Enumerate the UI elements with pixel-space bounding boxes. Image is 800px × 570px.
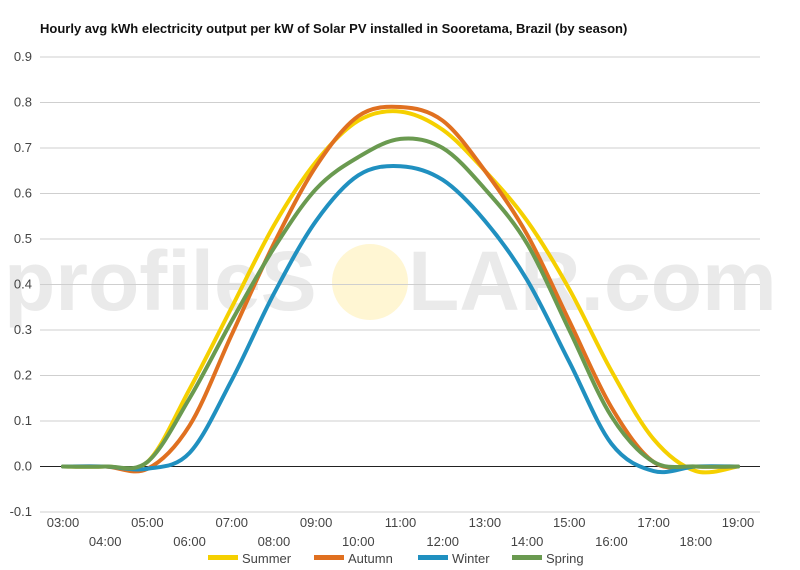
x-tick-label: 19:00 [722, 515, 755, 530]
x-tick-label: 10:00 [342, 534, 375, 549]
watermark-text-right: LAR.com [408, 234, 777, 328]
y-tick-label: -0.1 [10, 504, 32, 519]
y-tick-label: 0.5 [14, 231, 32, 246]
legend-label-summer: Summer [242, 551, 292, 566]
series-line-autumn [61, 104, 740, 474]
x-tick-label: 07:00 [215, 515, 248, 530]
series-line-winter [61, 163, 740, 475]
y-tick-label: 0.0 [14, 459, 32, 474]
grid-layer [40, 56, 760, 513]
x-tick-label: 05:00 [131, 515, 164, 530]
x-tick-label: 18:00 [680, 534, 713, 549]
x-tick-label: 04:00 [89, 534, 122, 549]
legend-swatch-spring [512, 555, 542, 560]
x-tick-label: 14:00 [511, 534, 544, 549]
x-tick-label: 09:00 [300, 515, 333, 530]
x-tick-label: 03:00 [47, 515, 80, 530]
x-tick-label: 13:00 [469, 515, 502, 530]
x-tick-label: 11:00 [385, 515, 417, 530]
x-tick-label: 12:00 [426, 534, 459, 549]
x-tick-label: 17:00 [637, 515, 670, 530]
watermark-sun [332, 244, 408, 320]
y-tick-label: 0.7 [14, 140, 32, 155]
x-tick-layer: 03:00 04:00 05:00 06:00 07:00 08:00 09:00 10:00… [47, 515, 755, 549]
series-layer [61, 104, 740, 475]
x-tick-label: 06:00 [173, 534, 206, 549]
y-tick-label: 0.2 [14, 368, 32, 383]
y-tick-layer: -0.1 0.0 0.1 0.2 0.3 0.4 0.5 0.6 0.7 0.8 0.9 [10, 49, 32, 519]
legend: Summer Autumn Winter Spring [208, 551, 584, 566]
legend-label-autumn: Autumn [348, 551, 393, 566]
x-tick-label: 08:00 [258, 534, 291, 549]
chart-title: Hourly avg kWh electricity output per kW… [40, 21, 627, 36]
y-tick-label: 0.1 [14, 413, 32, 428]
y-tick-label: 0.9 [14, 49, 32, 64]
legend-swatch-autumn [314, 555, 344, 560]
y-tick-label: 0.3 [14, 322, 32, 337]
series-line-summer [61, 109, 740, 475]
y-tick-label: 0.4 [14, 277, 32, 292]
x-tick-label: 16:00 [595, 534, 628, 549]
legend-swatch-summer [208, 555, 238, 560]
y-tick-label: 0.8 [14, 95, 32, 110]
legend-label-winter: Winter [452, 551, 490, 566]
legend-swatch-winter [418, 555, 448, 560]
watermark: profileS LAR.com [4, 234, 777, 328]
y-tick-label: 0.6 [14, 186, 32, 201]
series-line-spring [61, 136, 740, 471]
x-tick-label: 15:00 [553, 515, 586, 530]
legend-label-spring: Spring [546, 551, 584, 566]
